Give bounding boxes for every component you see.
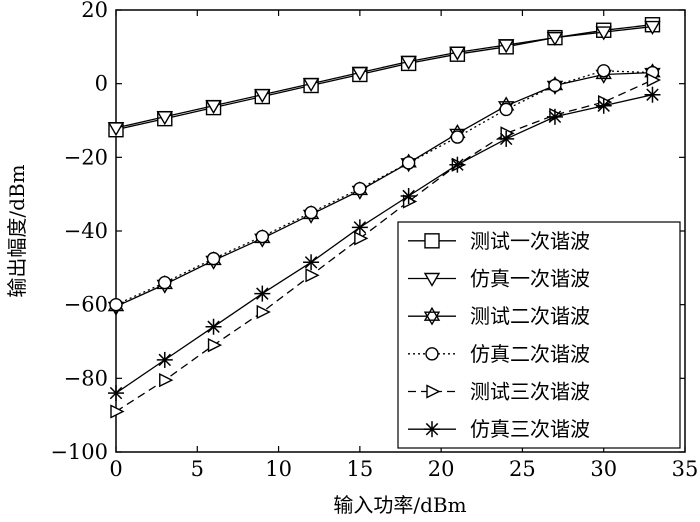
series-point (302, 77, 320, 93)
y-tick-label: −80 (64, 366, 108, 390)
series-point (498, 130, 515, 147)
x-tick-label: 15 (346, 457, 373, 481)
series-point (109, 297, 123, 312)
legend-label: 测试三次谐波 (470, 380, 590, 404)
series-point (351, 219, 368, 236)
series-layer (107, 17, 662, 419)
y-tick-label: 0 (95, 72, 108, 96)
series-point (159, 373, 174, 388)
y-tick-label: 20 (81, 0, 108, 22)
series-point (156, 351, 173, 368)
series-point (206, 251, 221, 266)
legend-item: 仿真三次谐波 (408, 417, 590, 441)
legend-item: 仿真二次谐波 (408, 342, 590, 366)
series-point (425, 347, 439, 361)
series-line (115, 25, 653, 129)
series-line (115, 94, 653, 394)
series-line (115, 79, 653, 413)
series-point (595, 26, 612, 41)
series-point (303, 254, 320, 271)
y-tick-label: −60 (64, 293, 108, 317)
legend-label: 仿真三次谐波 (470, 417, 590, 441)
series-point (110, 404, 125, 419)
legend-box (397, 221, 681, 449)
y-tick-label: −20 (64, 145, 108, 169)
legend-label: 测试一次谐波 (470, 229, 590, 253)
series-point (205, 100, 222, 115)
x-tick-label: 0 (109, 457, 122, 481)
series-point (646, 72, 662, 88)
series-point (450, 130, 465, 144)
series-point (548, 78, 562, 93)
x-tick-label: 30 (590, 457, 617, 481)
series-point (255, 229, 270, 244)
series-point (424, 233, 440, 249)
x-tick-label: 35 (672, 457, 699, 481)
series-point (108, 385, 124, 402)
x-tick-label: 25 (509, 457, 536, 481)
series-point (424, 421, 440, 438)
x-axis-label: 输入功率/dBm (333, 493, 466, 517)
series-point (401, 156, 416, 170)
series-point (595, 97, 612, 114)
series-point (305, 268, 320, 283)
series-point (644, 86, 661, 103)
series-point (644, 20, 661, 35)
series-point (304, 205, 318, 220)
series-point (254, 89, 271, 104)
series-point (207, 338, 223, 353)
series-point (449, 46, 466, 61)
series-point (449, 156, 466, 173)
x-tick-label: 10 (265, 457, 292, 481)
series-point (351, 66, 369, 82)
series-point (423, 272, 441, 287)
legend-label: 测试二次谐波 (470, 304, 590, 328)
series-point (400, 55, 417, 70)
series-4 (109, 64, 660, 312)
legend-item: 测试三次谐波 (408, 380, 590, 404)
y-tick-label: −40 (64, 219, 108, 243)
series-line (115, 71, 653, 308)
series-point (256, 304, 271, 320)
series-point (546, 31, 564, 47)
legend-item: 测试二次谐波 (408, 304, 590, 328)
series-point (497, 39, 515, 54)
series-point (400, 188, 417, 205)
series-2 (107, 20, 661, 137)
legend-item: 仿真一次谐波 (408, 267, 590, 291)
axis-ticks: 0 5 10 15 20 25 30 35 −100 −80 −60 −40 −20 0 20 (50, 0, 698, 481)
y-axis-label: 输出幅度/dBm (5, 164, 29, 297)
series-point (546, 108, 563, 125)
series-point (156, 111, 173, 126)
series-point (205, 318, 222, 335)
x-tick-label: 5 (191, 457, 204, 481)
series-point (254, 285, 271, 302)
series-point (158, 275, 172, 290)
legend-label: 仿真二次谐波 (470, 342, 590, 366)
series-point (426, 384, 441, 399)
x-tick-label: 20 (428, 457, 455, 481)
y-tick-label: −100 (50, 440, 108, 464)
legend-item: 测试一次谐波 (408, 229, 590, 253)
legend-label: 仿真一次谐波 (470, 267, 590, 291)
series-6 (108, 86, 661, 402)
series-line (115, 24, 653, 131)
series-point (597, 64, 611, 78)
series-point (499, 102, 513, 117)
series-point (353, 181, 367, 196)
series-point (107, 122, 125, 137)
series-point (423, 306, 441, 326)
series-point (354, 231, 369, 246)
